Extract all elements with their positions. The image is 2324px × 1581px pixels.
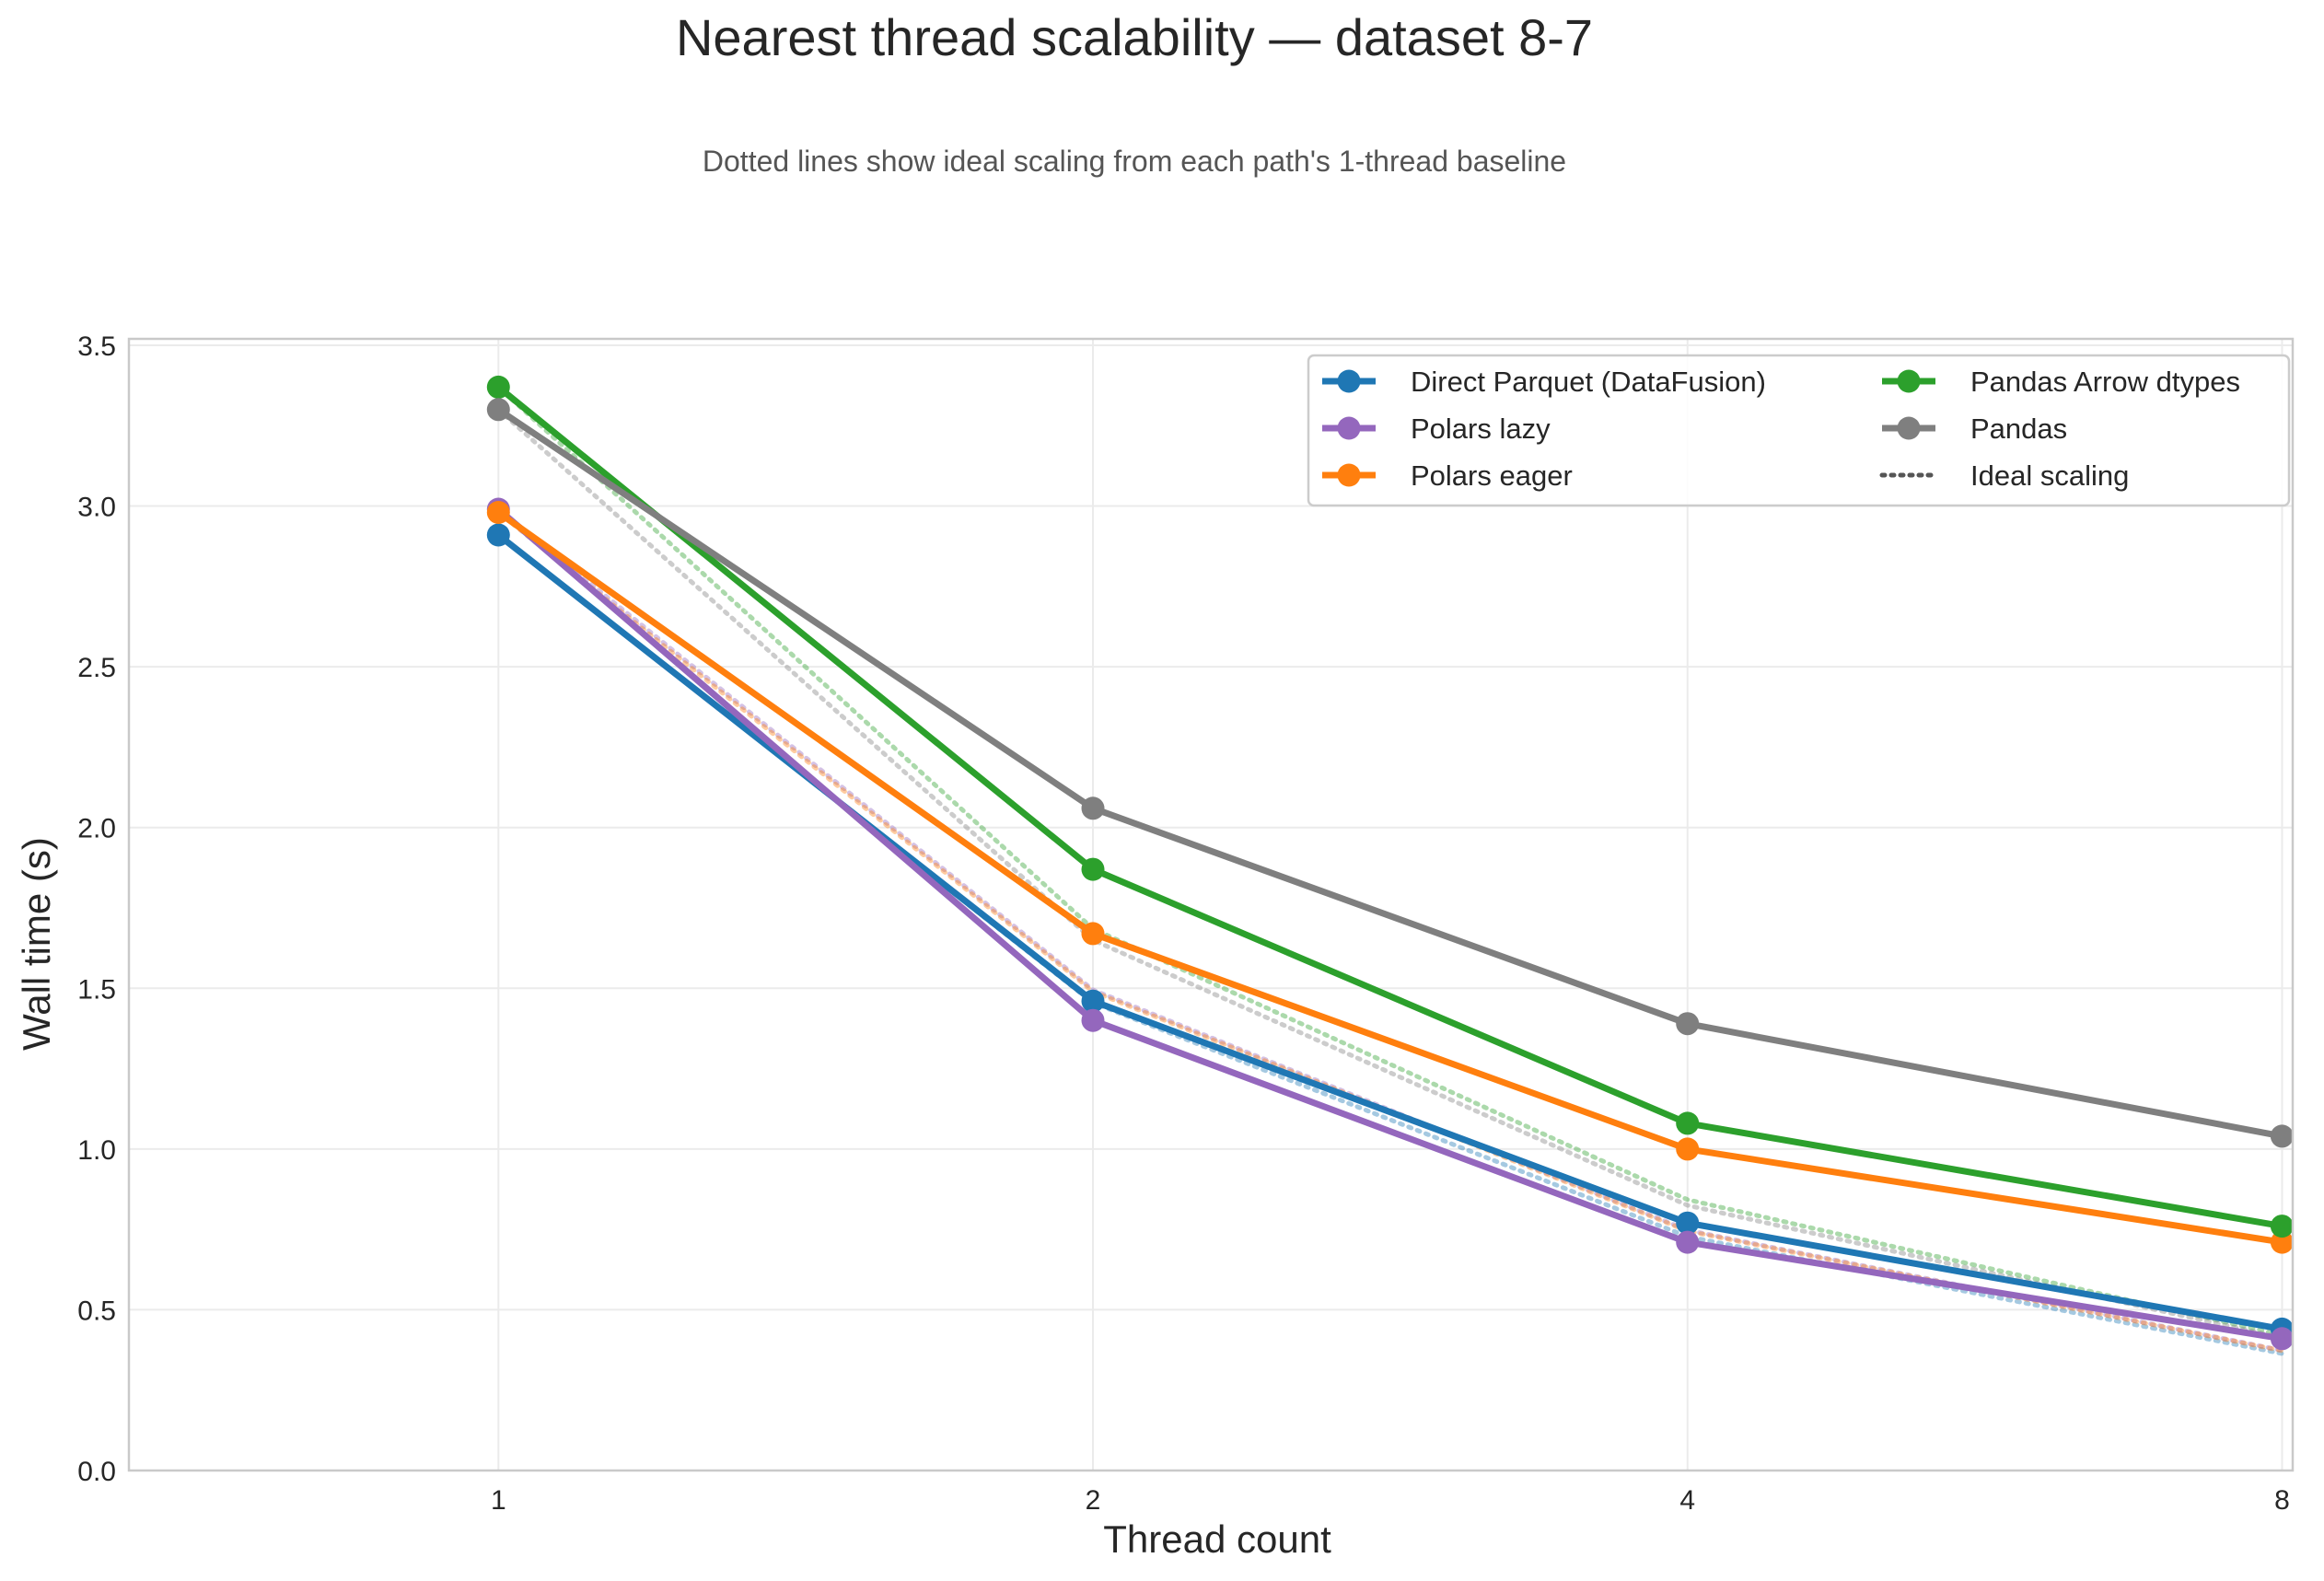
y-tick-label: 3.5 bbox=[77, 331, 116, 362]
plot-frame bbox=[127, 337, 2295, 1472]
series-lines bbox=[486, 375, 2294, 1351]
series-line bbox=[496, 406, 2283, 1140]
ideal-scaling-line bbox=[495, 384, 2284, 1338]
legend-item: Pandas bbox=[1882, 413, 2067, 445]
plot-background bbox=[129, 339, 2293, 1471]
x-tick-label: 4 bbox=[1679, 1485, 1695, 1516]
series-line bbox=[496, 384, 2283, 1230]
series-line bbox=[496, 509, 2283, 1246]
chart-subtitle: Dotted lines show ideal scaling from eac… bbox=[703, 145, 1566, 178]
data-point bbox=[2270, 1327, 2294, 1351]
legend-label: Polars lazy bbox=[1411, 413, 1551, 445]
series-line bbox=[496, 506, 2283, 1343]
data-point bbox=[1676, 1230, 1700, 1254]
legend-item: Pandas Arrow dtypes bbox=[1882, 366, 2240, 398]
data-point bbox=[1081, 989, 1105, 1013]
plot-area bbox=[127, 337, 2295, 1472]
legend-label: Pandas Arrow dtypes bbox=[1970, 366, 2240, 398]
y-tick-label: 0.0 bbox=[77, 1457, 116, 1487]
y-tick-label: 2.5 bbox=[77, 653, 116, 683]
legend-item: Ideal scaling bbox=[1879, 459, 2129, 492]
x-tick-label: 2 bbox=[1086, 1485, 1101, 1516]
legend-marker bbox=[1337, 416, 1361, 440]
series bbox=[486, 398, 2294, 1148]
series bbox=[486, 375, 2294, 1238]
data-point bbox=[2270, 1124, 2294, 1148]
data-point bbox=[2270, 1215, 2294, 1238]
y-tick-label: 0.5 bbox=[77, 1296, 116, 1326]
legend-item: Polars lazy bbox=[1322, 413, 1551, 445]
legend-label: Polars eager bbox=[1411, 459, 1573, 492]
y-tick-label: 3.0 bbox=[77, 493, 116, 523]
data-point bbox=[1676, 1111, 1700, 1135]
data-point bbox=[1081, 857, 1105, 881]
y-axis-label: Wall time (s) bbox=[15, 837, 58, 1051]
data-point bbox=[1081, 796, 1105, 820]
x-axis-label: Thread count bbox=[1103, 1517, 1331, 1561]
y-tick-label: 1.0 bbox=[77, 1135, 116, 1166]
legend: Direct Parquet (DataFusion) Polars lazy Po… bbox=[1307, 354, 2291, 507]
legend-item: Polars eager bbox=[1322, 459, 1573, 492]
x-tick-label: 1 bbox=[491, 1485, 506, 1516]
legend-label: Pandas bbox=[1970, 413, 2067, 445]
data-point bbox=[486, 375, 510, 399]
series bbox=[486, 501, 2294, 1254]
data-point bbox=[1676, 1012, 1700, 1036]
legend-marker bbox=[1897, 416, 1921, 440]
y-tick-label: 2.0 bbox=[77, 814, 116, 844]
x-tick-label: 8 bbox=[2274, 1485, 2290, 1516]
y-tick-label: 1.5 bbox=[77, 974, 116, 1005]
legend-marker bbox=[1897, 369, 1921, 393]
legend-label: Direct Parquet (DataFusion) bbox=[1411, 366, 1766, 398]
chart-title: Nearest thread scalability — dataset 8-7 bbox=[676, 8, 1593, 66]
x-axis-ticks: 1 2 4 8 bbox=[491, 1485, 2290, 1516]
data-point bbox=[486, 501, 510, 524]
data-point bbox=[1676, 1211, 1700, 1235]
data-point bbox=[1081, 1008, 1105, 1032]
data-point bbox=[1676, 1137, 1700, 1161]
ideal-scaling-line bbox=[495, 407, 2284, 1341]
data-point bbox=[486, 398, 510, 422]
data-point bbox=[1081, 922, 1105, 946]
legend-marker bbox=[1337, 369, 1361, 393]
legend-frame bbox=[1307, 354, 2291, 507]
legend-marker bbox=[1337, 463, 1361, 487]
data-point bbox=[2270, 1230, 2294, 1254]
y-axis-ticks: 0.0 0.5 1.0 1.5 2.0 2.5 3.0 3.5 bbox=[77, 331, 116, 1487]
legend-item: Direct Parquet (DataFusion) bbox=[1322, 366, 1766, 398]
data-point bbox=[486, 523, 510, 547]
legend-label: Ideal scaling bbox=[1970, 459, 2129, 492]
